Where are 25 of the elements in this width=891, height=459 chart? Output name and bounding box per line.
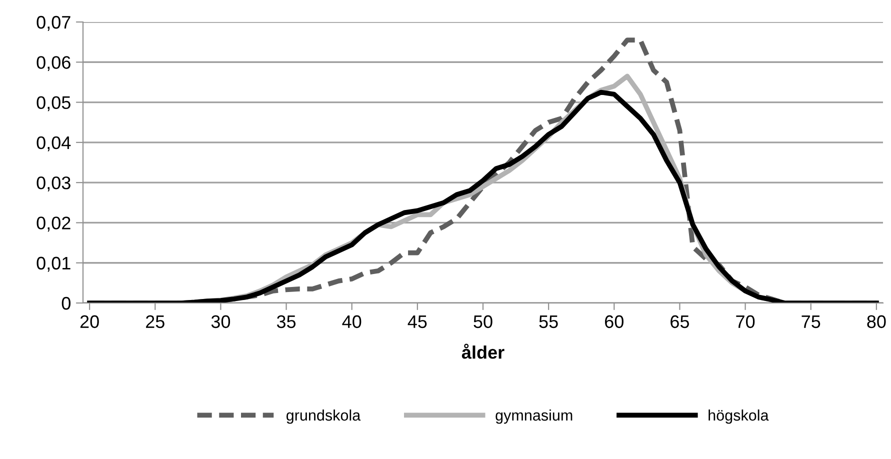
x-tick-label: 80 (867, 315, 886, 328)
x-tick-label: 55 (539, 315, 558, 328)
x-tick-label: 35 (276, 315, 296, 328)
y-tick-label: 0,04 (36, 136, 71, 152)
y-tick-label: 0,03 (36, 176, 70, 192)
x-tick-label: 40 (342, 315, 362, 328)
y-tick-label: 0,06 (36, 56, 70, 71)
y-tick-label: 0,05 (36, 96, 70, 112)
legend-label: gymnasium (496, 409, 572, 424)
x-tick-label: 45 (408, 315, 427, 328)
x-tick-label: 25 (146, 315, 164, 328)
legend-label: grundskola (286, 409, 361, 424)
y-tick-label: 0 (62, 296, 70, 310)
x-tick-label: 30 (211, 315, 230, 328)
x-tick-label: 60 (605, 315, 624, 328)
x-tick-label: 65 (670, 315, 690, 328)
x-tick-label: 70 (736, 315, 755, 328)
x-tick-label: 75 (802, 315, 820, 328)
y-tick-label: 0,01 (36, 256, 70, 272)
x-tick-label: 20 (80, 315, 99, 328)
x-tick-label: 50 (474, 315, 492, 328)
y-tick-label: 0,07 (36, 16, 70, 31)
y-tick-label: 0,02 (36, 216, 70, 232)
x-axis-title: ålder (462, 344, 504, 359)
legend-label: högskola (708, 409, 769, 424)
